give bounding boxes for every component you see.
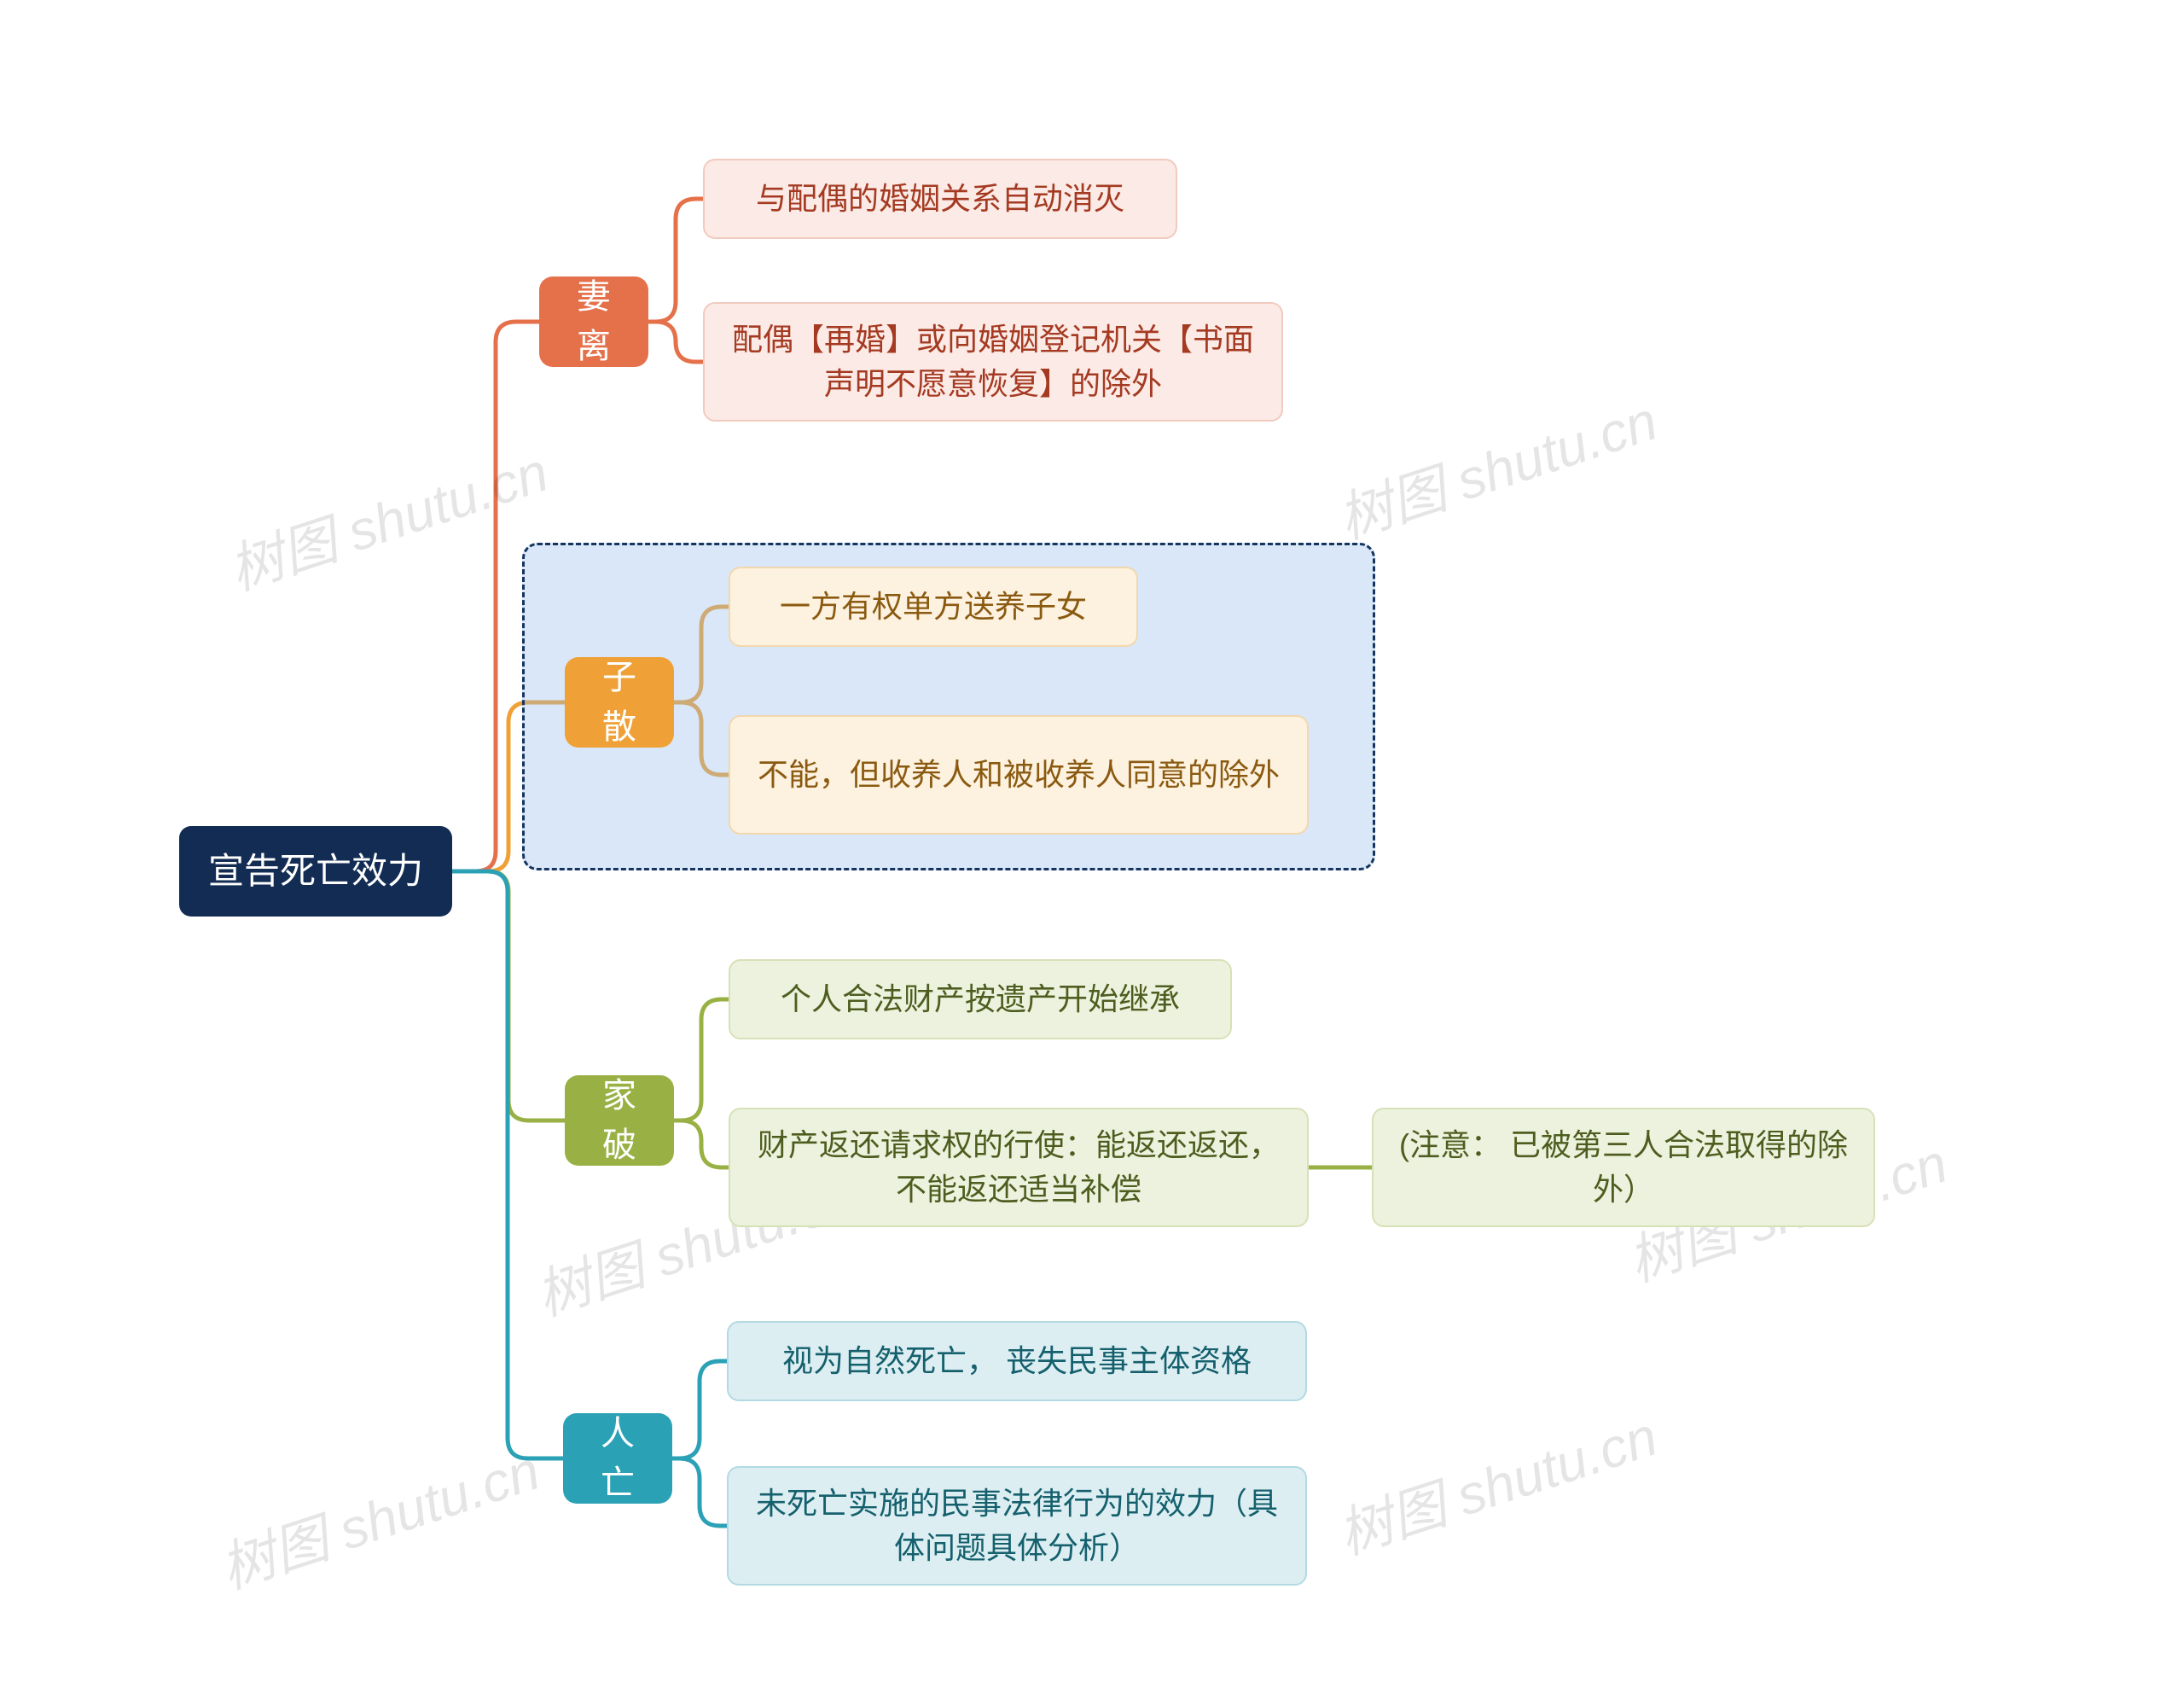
connector	[452, 871, 563, 1458]
mindmap-node-b3l1[interactable]: 个人合法财产按遗产开始继承	[729, 959, 1232, 1039]
mindmap-node-b1l2[interactable]: 配偶【再婚】或向婚姻登记机关【书面声明不愿意恢复】的除外	[703, 302, 1283, 422]
connector	[648, 322, 703, 362]
mindmap-node-b2l1[interactable]: 一方有权单方送养子女	[729, 567, 1138, 647]
connector	[452, 871, 565, 1120]
mindmap-node-b4l2[interactable]: 未死亡实施的民事法律行为的效力（具体问题具体分析）	[727, 1466, 1307, 1586]
watermark: 树图 shutu.cn	[209, 1427, 548, 1603]
connector	[674, 1120, 729, 1167]
watermark: 树图 shutu.cn	[1327, 377, 1665, 554]
connector	[674, 607, 729, 702]
connector	[672, 1458, 727, 1526]
connector	[452, 702, 565, 871]
mindmap-node-b1l1[interactable]: 与配偶的婚姻关系自动消灭	[703, 159, 1177, 239]
mindmap-node-b1[interactable]: 妻离	[539, 276, 648, 367]
connector	[674, 999, 729, 1120]
connector	[452, 322, 539, 871]
mindmap-node-b4[interactable]: 人亡	[563, 1413, 672, 1504]
mindmap-node-b3l2[interactable]: 财产返还请求权的行使：能返还返还，不能返还适当补偿	[729, 1108, 1309, 1227]
mindmap-node-b2[interactable]: 子散	[565, 657, 674, 748]
mindmap-node-b3[interactable]: 家破	[565, 1075, 674, 1166]
mindmap-node-b3l2c1[interactable]: (注意： 已被第三人合法取得的除外）	[1372, 1108, 1875, 1227]
mindmap-node-b2l2[interactable]: 不能，但收养人和被收养人同意的除外	[729, 715, 1309, 835]
watermark: 树图 shutu.cn	[218, 428, 556, 605]
connector	[674, 702, 729, 775]
connector	[648, 199, 703, 322]
connector	[672, 1361, 727, 1458]
mindmap-node-root[interactable]: 宣告死亡效力	[179, 826, 452, 917]
mindmap-node-b4l1[interactable]: 视为自然死亡， 丧失民事主体资格	[727, 1321, 1307, 1401]
watermark: 树图 shutu.cn	[1327, 1393, 1665, 1569]
